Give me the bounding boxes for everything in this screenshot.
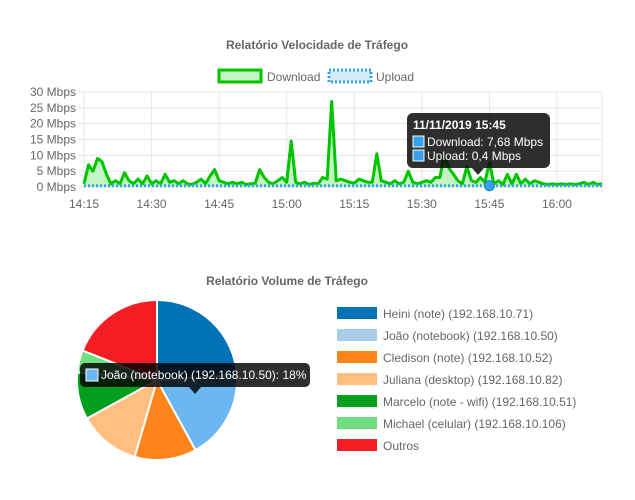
x-tick-label: 15:00: [272, 197, 302, 211]
x-tick-label: 16:00: [542, 197, 572, 211]
pie-legend-swatch[interactable]: [337, 329, 377, 341]
download-series-line: [82, 100, 603, 186]
pie-legend-label[interactable]: João (notebook) (192.168.10.50): [383, 329, 558, 343]
legend-swatch-upload[interactable]: [327, 68, 373, 84]
legend-label-upload[interactable]: Upload: [376, 70, 414, 84]
pie-legend-swatch[interactable]: [337, 351, 377, 363]
pie-slice[interactable]: [133, 377, 197, 461]
hover-data-point[interactable]: [483, 180, 495, 192]
x-tick-label: 15:30: [407, 197, 437, 211]
tooltip-title: 11/11/2019 15:45: [413, 118, 506, 132]
speed-chart-legend: Download Upload: [217, 68, 414, 84]
pie-legend-label[interactable]: Michael (celular) (192.168.10.106): [383, 417, 566, 431]
volume-pie-legend: Heini (note) (192.168.10.71) João (notebo…: [337, 307, 576, 453]
tooltip-caret: [472, 168, 484, 175]
pie-slice[interactable]: [85, 377, 159, 459]
pie-legend-swatch[interactable]: [337, 373, 377, 385]
pie-slice[interactable]: [81, 298, 158, 382]
x-tick-label: 14:45: [204, 197, 234, 211]
pie-legend-swatch[interactable]: [337, 395, 377, 407]
y-tick-label: 20 Mbps: [30, 117, 76, 131]
pie-tooltip-swatch: [85, 368, 99, 382]
pie-legend-label[interactable]: Marcelo (note - wifi) (192.168.10.51): [383, 395, 576, 409]
pie-legend-swatch[interactable]: [337, 417, 377, 429]
speed-chart-tooltip: 11/11/2019 15:45 Download: 7,68 Mbps Upl…: [407, 113, 550, 175]
y-tick-label: 10 Mbps: [30, 148, 76, 162]
speed-chart-y-grid: [79, 91, 602, 188]
x-tick-label: 15:15: [339, 197, 369, 211]
speed-chart-title: Relatório Velocidade de Tráfego: [226, 38, 408, 52]
pie-legend-swatch[interactable]: [337, 307, 377, 319]
x-tick-label: 14:30: [137, 197, 167, 211]
x-tick-label: 15:45: [474, 197, 504, 211]
tooltip-box: [407, 113, 550, 168]
pie-legend-label[interactable]: Juliana (desktop) (192.168.10.82): [383, 373, 562, 387]
pie-legend-swatch[interactable]: [337, 439, 377, 451]
pie-tooltip-box: [80, 363, 310, 387]
y-tick-label: 5 Mbps: [37, 164, 76, 178]
y-tick-label: 30 Mbps: [30, 85, 76, 99]
tooltip-line-download: Download: 7,68 Mbps: [427, 135, 543, 149]
pie-legend-label[interactable]: Cledison (note) (192.168.10.52): [383, 351, 552, 365]
legend-label-download[interactable]: Download: [267, 70, 320, 84]
pie-tooltip: João (notebook) (192.168.10.50): 18%: [80, 363, 310, 394]
pie-legend-label[interactable]: Outros: [383, 439, 419, 453]
volume-chart-title: Relatório Volume de Tráfego: [206, 274, 368, 288]
speed-chart-x-axis: 14:15 14:30 14:45 15:00 15:15 15:30 15:45 16:00: [69, 197, 572, 211]
pie-tooltip-caret: [189, 387, 201, 394]
tooltip-line-upload: Upload: 0,4 Mbps: [427, 149, 521, 163]
y-tick-label: 25 Mbps: [30, 101, 76, 115]
pie-legend-label[interactable]: Heini (note) (192.168.10.71): [383, 307, 533, 321]
pie-tooltip-text: João (notebook) (192.168.10.50): 18%: [101, 368, 307, 382]
tooltip-swatch-download: [412, 135, 425, 148]
legend-swatch-download[interactable]: [217, 68, 263, 84]
x-tick-label: 14:15: [69, 197, 99, 211]
y-tick-label: 0 Mbps: [37, 180, 76, 194]
tooltip-swatch-upload: [412, 149, 425, 162]
y-tick-label: 15 Mbps: [30, 133, 76, 147]
